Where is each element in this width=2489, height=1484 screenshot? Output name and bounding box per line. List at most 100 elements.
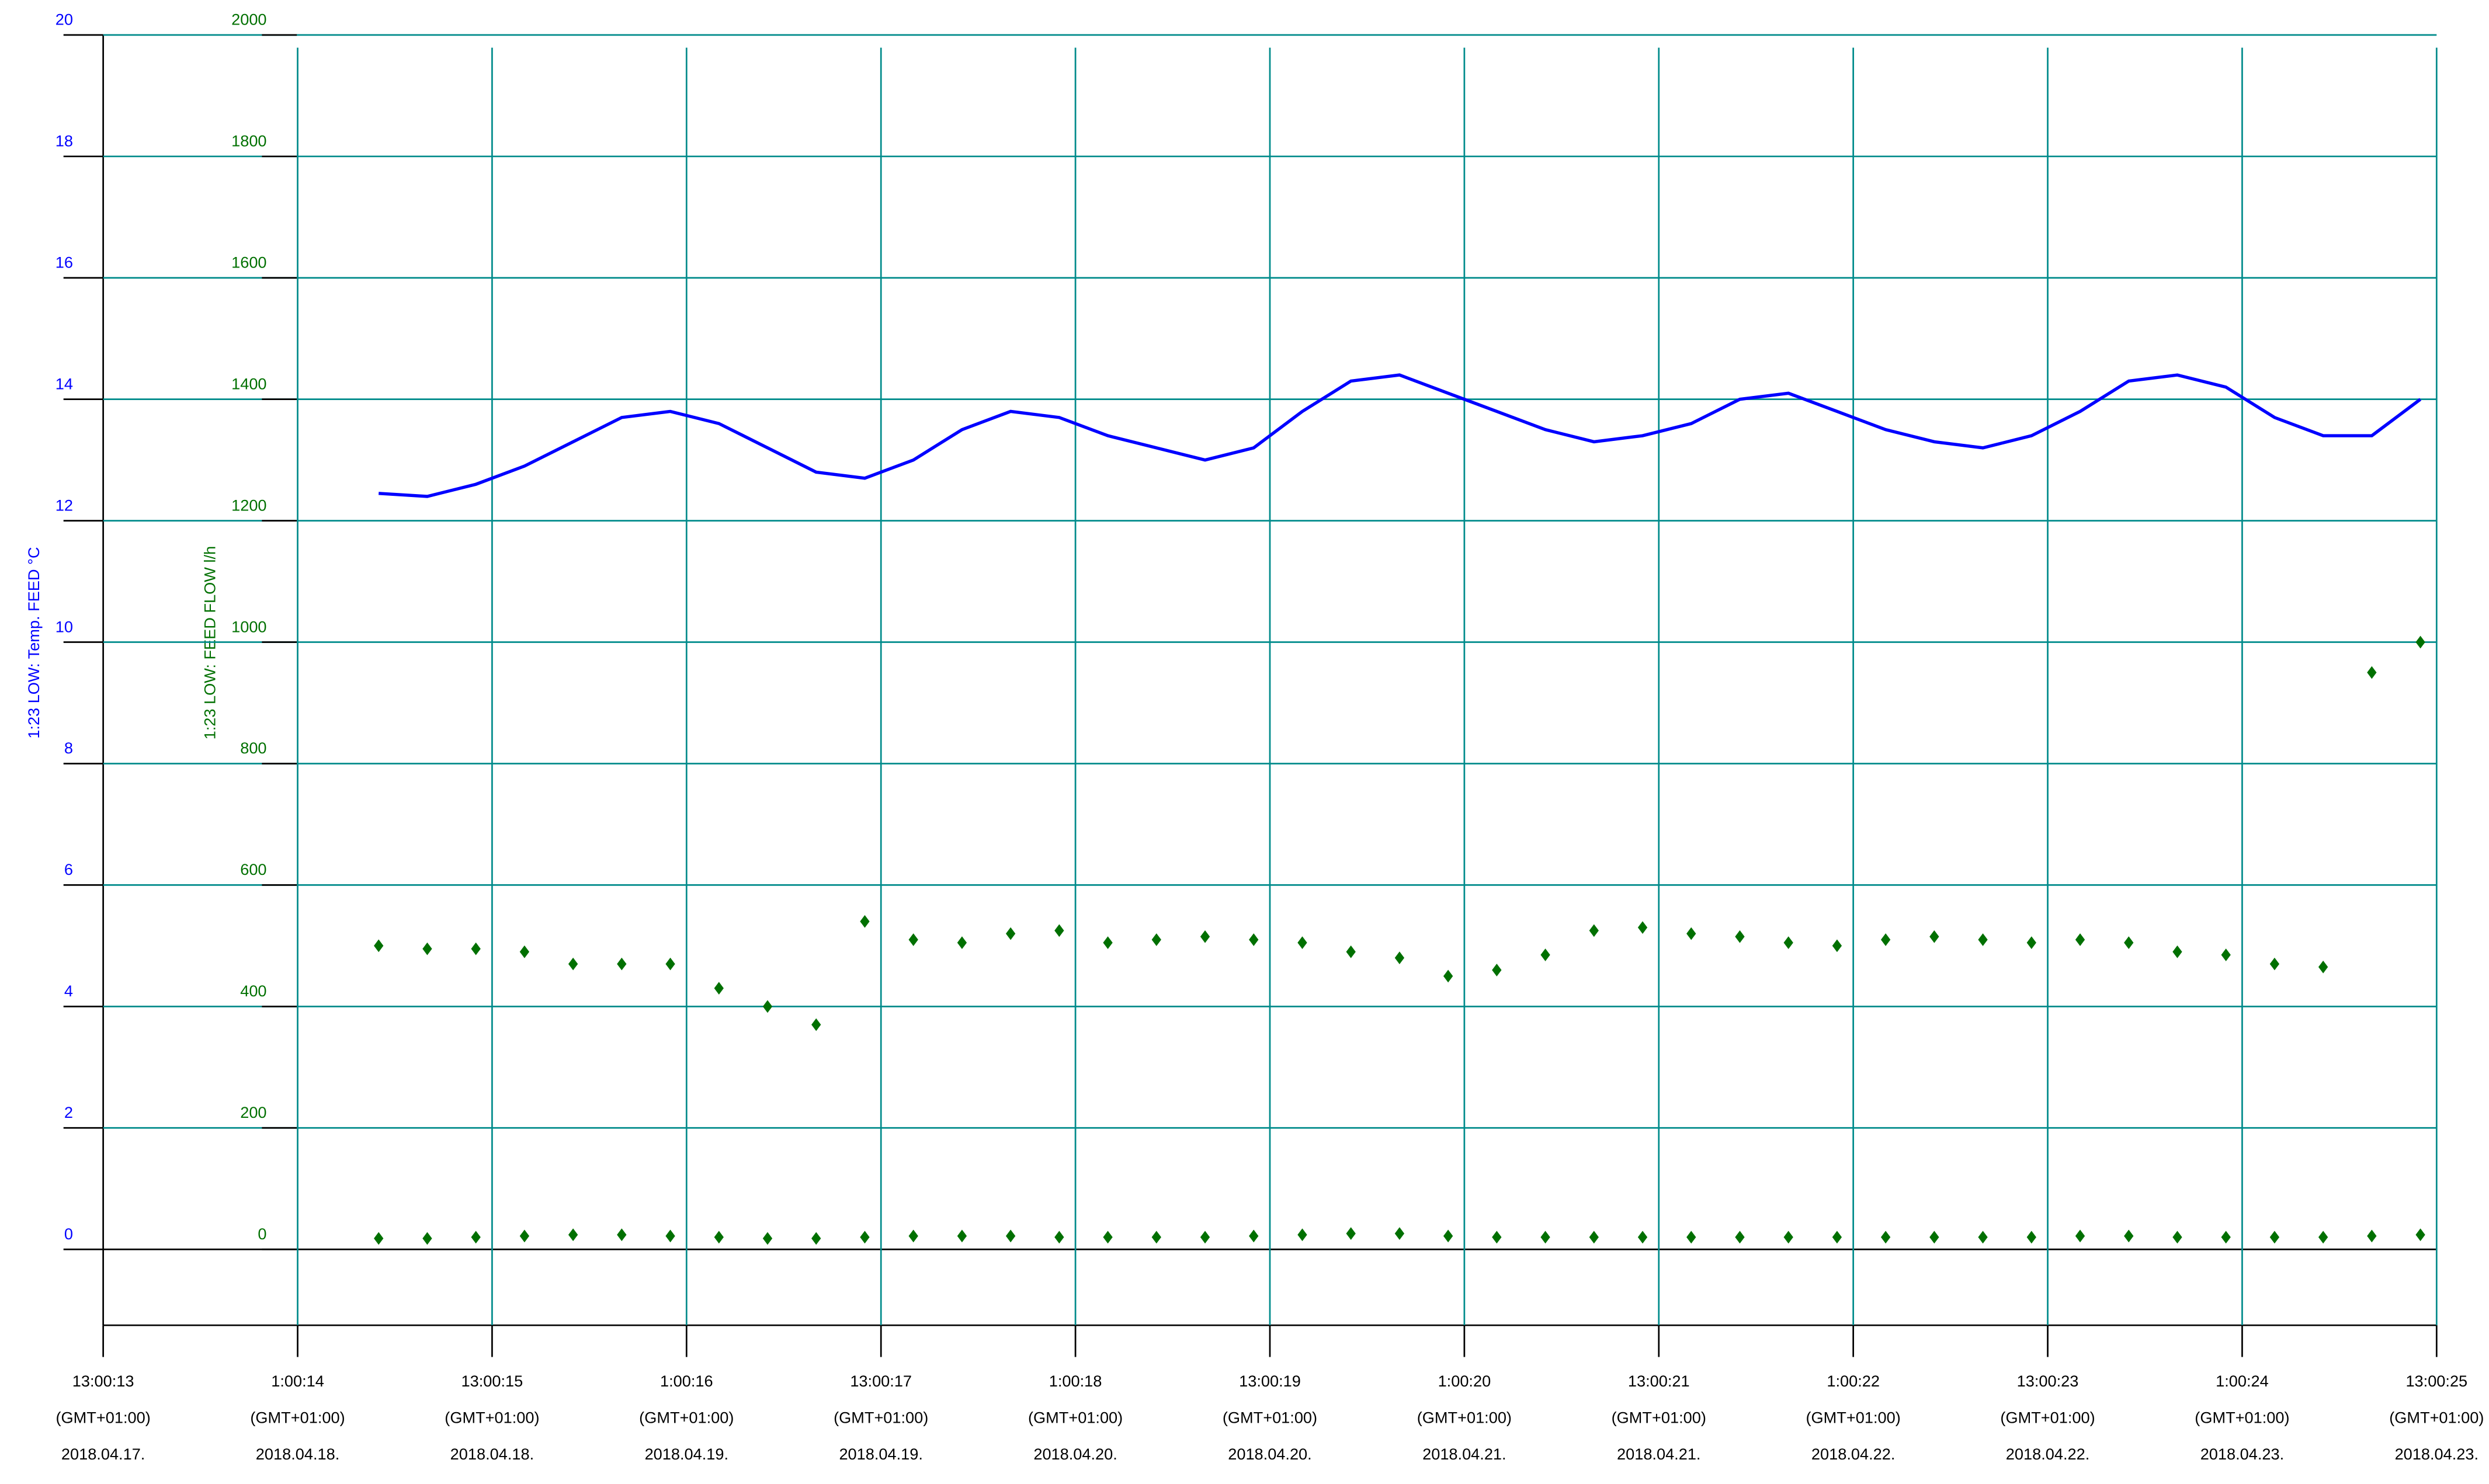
flow-point [2172, 1231, 2182, 1244]
flow-point [1005, 927, 1016, 940]
y2-tick-label: 400 [240, 982, 266, 1000]
y-axis-title: 1:23 LOW: Temp. FEED °C [25, 547, 43, 739]
flow-point [1880, 933, 1891, 946]
flow-point [714, 1231, 724, 1244]
flow-point [374, 939, 384, 953]
x-tick-label: 13:00:23 [2017, 1372, 2079, 1390]
flow-point [2124, 936, 2134, 950]
flow-point [1054, 1231, 1064, 1244]
y2-tick-label: 800 [240, 739, 266, 757]
y-tick-label: 8 [64, 739, 73, 757]
x-tick-label: (GMT+01:00) [250, 1409, 345, 1427]
flow-point [519, 1229, 530, 1243]
flow-point [2075, 1229, 2085, 1243]
x-tick-label: 2018.04.23. [2395, 1445, 2478, 1463]
flow-point [1735, 930, 1745, 943]
flow-point [1540, 948, 1550, 961]
y2-tick-label: 600 [240, 860, 266, 878]
flow-point [2318, 960, 2328, 974]
flow-point [1735, 1231, 1745, 1244]
x-tick-label: 2018.04.19. [645, 1445, 728, 1463]
flow-point [471, 942, 481, 955]
flow-point [2172, 945, 2182, 958]
y-tick-label: 12 [55, 496, 73, 514]
flow-point [1637, 921, 1648, 934]
flow-point [1929, 930, 1939, 943]
flow-point [908, 1229, 918, 1243]
x-tick-label: (GMT+01:00) [2389, 1409, 2484, 1427]
flow-point [1832, 1231, 1842, 1244]
x-tick-label: 1:00:20 [1438, 1372, 1491, 1390]
flow-point [2269, 1231, 2280, 1244]
flow-point [1589, 924, 1599, 937]
flow-point [2075, 933, 2085, 946]
x-tick-label: 2018.04.21. [1617, 1445, 1700, 1463]
x-tick-label: (GMT+01:00) [1028, 1409, 1123, 1427]
flow-point [2415, 635, 2425, 649]
flow-point [2415, 1228, 2425, 1242]
flow-point [422, 1232, 432, 1245]
y2-tick-label: 1000 [231, 617, 266, 635]
flow-point [519, 945, 530, 958]
flow-point [1297, 936, 1307, 950]
flow-point [1880, 1231, 1891, 1244]
x-tick-label: 2018.04.22. [2006, 1445, 2089, 1463]
x-tick-label: 2018.04.19. [839, 1445, 922, 1463]
y2-tick-label: 200 [240, 1103, 266, 1121]
flow-point [1492, 964, 1502, 976]
flow-point [1249, 933, 1259, 946]
flow-point [665, 1229, 675, 1243]
x-tick-label: (GMT+01:00) [2000, 1409, 2095, 1427]
flow-point [1103, 1231, 1113, 1244]
flow-point [1443, 1229, 1453, 1243]
flow-point [714, 982, 724, 995]
flow-point [811, 1018, 821, 1031]
y2-tick-label: 2000 [231, 11, 266, 29]
x-tick-label: 1:00:24 [2216, 1372, 2269, 1390]
x-tick-label: 2018.04.20. [1033, 1445, 1117, 1463]
flow-point [860, 915, 870, 928]
flow-point [1540, 1231, 1550, 1244]
flow-point [1929, 1231, 1939, 1244]
y-tick-label: 4 [64, 982, 73, 1000]
x-tick-label: 1:00:18 [1049, 1372, 1102, 1390]
x-tick-label: 1:00:16 [660, 1372, 713, 1390]
flow-point [374, 1232, 384, 1245]
flow-point [422, 942, 432, 955]
flow-point [1783, 1231, 1793, 1244]
flow-point [617, 1228, 627, 1242]
y2-tick-label: 1800 [231, 132, 266, 150]
x-tick-label: 13:00:13 [72, 1372, 134, 1390]
x-tick-label: (GMT+01:00) [1612, 1409, 1706, 1427]
flow-point [568, 1228, 578, 1242]
flow-point [860, 1231, 870, 1244]
x-tick-label: (GMT+01:00) [834, 1409, 928, 1427]
x-tick-label: 2018.04.20. [1228, 1445, 1311, 1463]
x-tick-label: (GMT+01:00) [2195, 1409, 2289, 1427]
flow-point [1394, 951, 1405, 965]
x-tick-label: 13:00:21 [1628, 1372, 1690, 1390]
x-tick-label: (GMT+01:00) [1806, 1409, 1901, 1427]
y-tick-label: 16 [55, 253, 73, 271]
x-tick-label: 13:00:17 [850, 1372, 912, 1390]
x-tick-label: 13:00:25 [2405, 1372, 2467, 1390]
flow-point [471, 1231, 481, 1244]
x-tick-label: 2018.04.21. [1422, 1445, 1506, 1463]
flow-point [1686, 927, 1696, 940]
flow-point [2026, 1231, 2036, 1244]
flow-point [1200, 930, 1210, 943]
flow-point [1978, 933, 1988, 946]
temperature-line [379, 373, 2422, 498]
flow-point [1832, 939, 1842, 953]
flow-point [1637, 1231, 1648, 1244]
flow-point [1151, 1231, 1161, 1244]
flow-point [1346, 1227, 1356, 1240]
flow-point [1783, 936, 1793, 950]
x-tick-label: 2018.04.18. [450, 1445, 534, 1463]
flow-point [2124, 1229, 2134, 1243]
x-tick-label: (GMT+01:00) [639, 1409, 734, 1427]
flow-point [568, 957, 578, 971]
flow-point [1589, 1231, 1599, 1244]
flow-point [665, 957, 675, 971]
